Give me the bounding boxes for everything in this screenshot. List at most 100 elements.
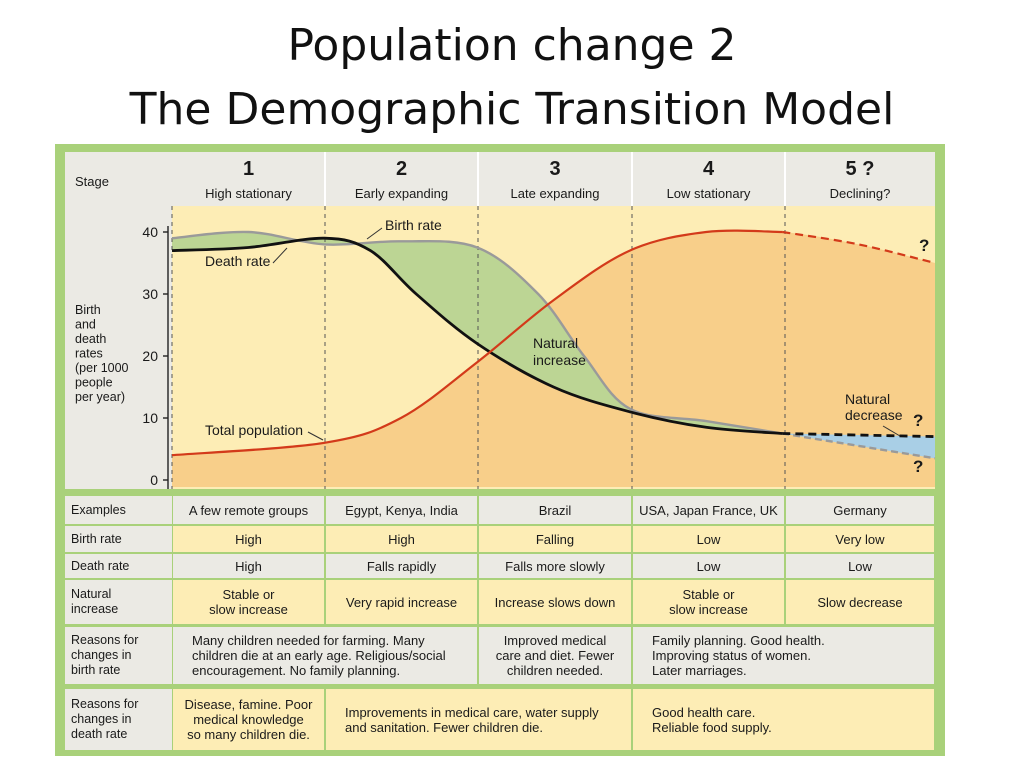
table-cell-background <box>786 526 934 552</box>
total-population-pointer <box>307 431 324 441</box>
table-cell-background <box>173 689 324 750</box>
y-tick-label: 20 <box>142 348 158 364</box>
stage-name: High stationary <box>205 186 292 201</box>
table-cell-background <box>479 496 631 524</box>
row-label-background <box>65 580 172 624</box>
table-cell: Egypt, Kenya, India <box>345 502 458 518</box>
natural-increase-label-line: Natural <box>533 335 578 351</box>
y-axis-label-line: death <box>75 332 106 346</box>
natural-increase-label-line: increase <box>533 352 586 368</box>
table-cell-background <box>173 554 324 578</box>
table-cell: High <box>235 531 262 547</box>
stage-label: Stage <box>75 174 109 189</box>
table-cell: Very low <box>835 531 885 547</box>
table-cell: Increase slows down <box>494 594 616 610</box>
y-axis-label-line: and <box>75 318 96 332</box>
y-axis-label-line: people <box>75 376 113 390</box>
table-cell: Low <box>696 531 721 547</box>
question-mark-death-rate: ? <box>913 411 923 430</box>
table-cell-background <box>326 554 477 578</box>
birth-rate-pointer <box>366 227 383 240</box>
death-rate-pointer <box>272 247 288 264</box>
header-background <box>65 152 935 206</box>
table-cell-background <box>326 580 477 624</box>
table-cell: Improved medical care and diet. Fewer chil… <box>495 633 615 678</box>
y-tick-label: 10 <box>142 410 158 426</box>
row-label: Reasons for changes in death rate <box>71 697 139 741</box>
table-cell-background <box>326 689 631 750</box>
table-cell: Brazil <box>538 502 572 518</box>
birth-rate-label: Birth rate <box>385 217 442 233</box>
table-cell-background <box>633 554 784 578</box>
table-cell-background <box>173 496 324 524</box>
row-label: Birth rate <box>71 531 122 546</box>
table-cell: High <box>235 558 262 574</box>
table-cell: Slow decrease <box>817 594 903 610</box>
row-label-background <box>65 627 172 684</box>
table-cell-background <box>173 526 324 552</box>
table-cell: Low <box>848 558 872 574</box>
table-cell-background <box>479 554 631 578</box>
page-subtitle: The Demographic Transition Model <box>129 84 895 135</box>
table-cell: Falls rapidly <box>366 558 437 574</box>
row-label-background <box>65 554 172 578</box>
stage-name: Declining? <box>830 186 891 201</box>
death-rate-label: Death rate <box>205 253 271 269</box>
stage-name: Late expanding <box>511 186 600 201</box>
row-label: Reasons for changes in birth rate <box>71 633 139 677</box>
table-cell-background <box>326 526 477 552</box>
stage-number: 4 <box>703 158 715 180</box>
natural-decrease-pointer <box>882 425 901 437</box>
table-cell-background <box>633 496 784 524</box>
y-axis-label-line: (per 1000 <box>75 361 129 375</box>
table-cell-background <box>173 627 477 684</box>
stage-number: 5 ? <box>846 158 875 180</box>
natural-increase-area <box>172 231 783 434</box>
table-cell: Improvements in medical care, water supp… <box>345 704 599 735</box>
table-cell-background <box>479 627 631 684</box>
table-cell-background <box>633 627 934 684</box>
birth-rate-line <box>171 230 783 435</box>
table-cell-background <box>633 689 934 750</box>
y-axis-label-line: per year) <box>75 390 125 404</box>
birth-rate-projection <box>782 432 936 460</box>
table-cell: Family planning. Good health. Improving s… <box>652 633 825 678</box>
table-cell-background <box>786 554 934 578</box>
row-label-background <box>65 689 172 750</box>
table-cell: A few remote groups <box>188 502 309 518</box>
population-line <box>171 229 783 457</box>
table-cell: Many children needed for farming. Many ch… <box>192 633 446 678</box>
death-rate-line <box>171 236 783 435</box>
row-label-background <box>65 496 172 524</box>
table-cell: Germany <box>833 502 887 518</box>
y-axis-label-line: Birth <box>75 303 101 317</box>
y-tick-label: 0 <box>150 472 158 488</box>
table-cell-background <box>633 526 784 552</box>
table-cell: Low <box>696 558 721 574</box>
y-tick-label: 40 <box>142 224 158 240</box>
table-cell: Disease, famine. Poor medical knowledge so… <box>184 697 313 742</box>
row-label: Death rate <box>71 558 130 573</box>
axis-label-background <box>65 206 172 489</box>
total-population-label: Total population <box>205 422 303 438</box>
table-cell-background <box>326 496 477 524</box>
table-cell: Stable or slow increase <box>669 587 748 617</box>
table-cell-background <box>479 580 631 624</box>
table-cell-background <box>786 580 934 624</box>
table-cell-background <box>786 496 934 524</box>
row-label: Examples <box>71 502 126 517</box>
question-mark-population: ? <box>919 236 929 255</box>
row-label: Natural increase <box>71 587 119 616</box>
table-cell: Falls more slowly <box>505 558 605 574</box>
y-tick-label: 30 <box>142 286 158 302</box>
table-cell: Falling <box>535 531 575 547</box>
table-cell: USA, Japan France, UK <box>639 502 778 518</box>
table-cell-background <box>173 580 324 624</box>
table-cell: Stable or slow increase <box>209 587 288 617</box>
table-cell: Very rapid increase <box>345 594 458 610</box>
stage-number: 2 <box>396 158 407 180</box>
row-label-background <box>65 526 172 552</box>
table-cell-background <box>633 580 784 624</box>
table-cell: High <box>388 531 415 547</box>
